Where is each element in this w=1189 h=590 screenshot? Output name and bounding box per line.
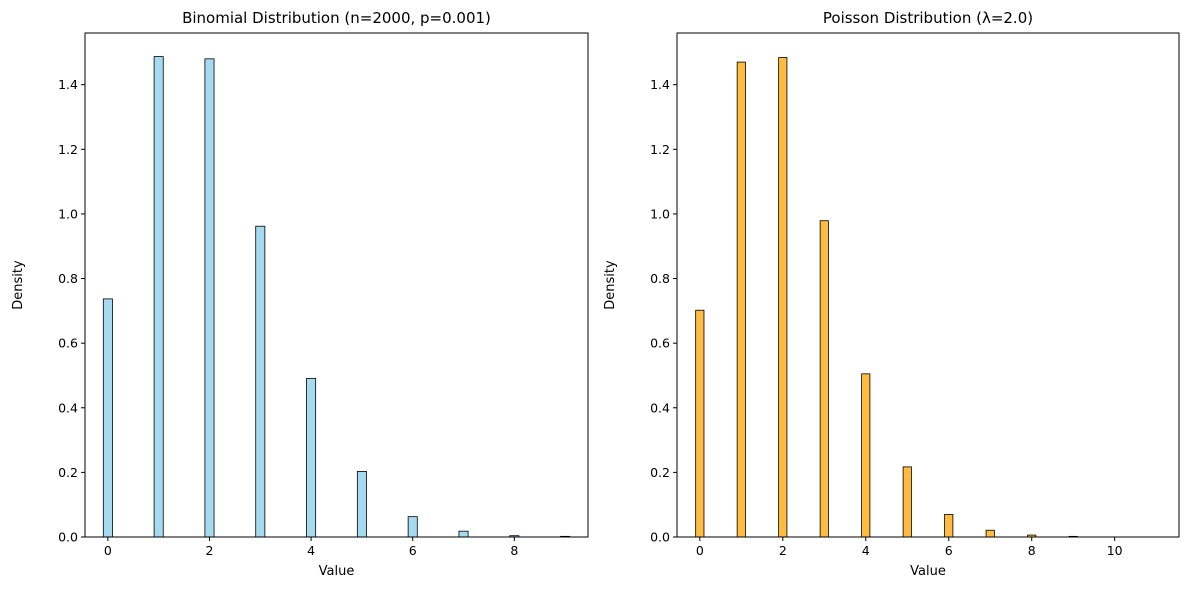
bar-3 [819,220,829,538]
bar-6 [407,516,418,538]
bar-7 [985,529,995,538]
bar-1 [736,61,746,538]
bar-6 [944,513,954,538]
x-tick-label-4: 4 [307,543,315,558]
binomial-chart: 0 2 4 6 8 0.0 0.2 0.4 0.6 0.8 1.0 1.2 1.4 Binomial Di… [11,9,589,579]
y-tick-label-0.8: 0.8 [650,271,670,286]
x-tick-label-10: 10 [1107,543,1123,558]
x-tick-label-0: 0 [696,543,704,558]
y-tick-label-0.2: 0.2 [58,465,78,480]
y-tick-label-0.2: 0.2 [650,465,670,480]
y-tick-label-0.4: 0.4 [58,400,78,415]
plot-frame [676,32,1180,538]
bar-2 [778,57,788,538]
y-tick-label-0.8: 0.8 [58,271,78,286]
y-tick-label-0.0: 0.0 [58,530,78,545]
x-tick-label-4: 4 [862,543,870,558]
y-tick-label-1.4: 1.4 [650,77,670,92]
x-tick-label-6: 6 [945,543,953,558]
y-tick-label-0.4: 0.4 [650,400,670,415]
bar-0 [102,298,113,538]
x-tick-label-2: 2 [779,543,787,558]
bar-5 [356,471,367,538]
y-tick-label-0.0: 0.0 [650,530,670,545]
bar-3 [255,225,266,538]
y-tick-label-0.6: 0.6 [58,336,78,351]
y-tick-label-1.4: 1.4 [58,77,78,92]
y-tick-label-0.6: 0.6 [650,336,670,351]
x-tick-label-8: 8 [1028,543,1036,558]
plot-frame [84,32,589,538]
x-tick-label-6: 6 [409,543,417,558]
y-tick-label-1.2: 1.2 [650,142,670,157]
bar-1 [153,56,164,538]
y-tick-label-1.0: 1.0 [650,206,670,221]
bar-4 [306,377,317,538]
x-tick-label-8: 8 [510,543,518,558]
y-axis-label: Density [11,260,26,310]
y-tick-label-1.0: 1.0 [58,206,78,221]
y-tick-label-1.2: 1.2 [58,142,78,157]
bar-0 [695,309,705,538]
x-axis-label: Value [910,564,946,579]
bar-5 [902,466,912,538]
bar-2 [204,58,215,538]
x-tick-label-2: 2 [206,543,214,558]
y-axis-label: Density [603,260,618,310]
bar-7 [458,530,469,538]
x-tick-label-0: 0 [104,543,112,558]
bar-4 [861,373,871,538]
chart-title: Poisson Distribution (λ=2.0) [823,9,1033,27]
poisson-chart: 0 2 4 6 8 10 0.0 0.2 0.4 0.6 0.8 1.0 1.2 1.4 Poisson D… [603,9,1180,579]
chart-title: Binomial Distribution (n=2000, p=0.001) [182,9,491,27]
x-axis-label: Value [319,564,355,579]
